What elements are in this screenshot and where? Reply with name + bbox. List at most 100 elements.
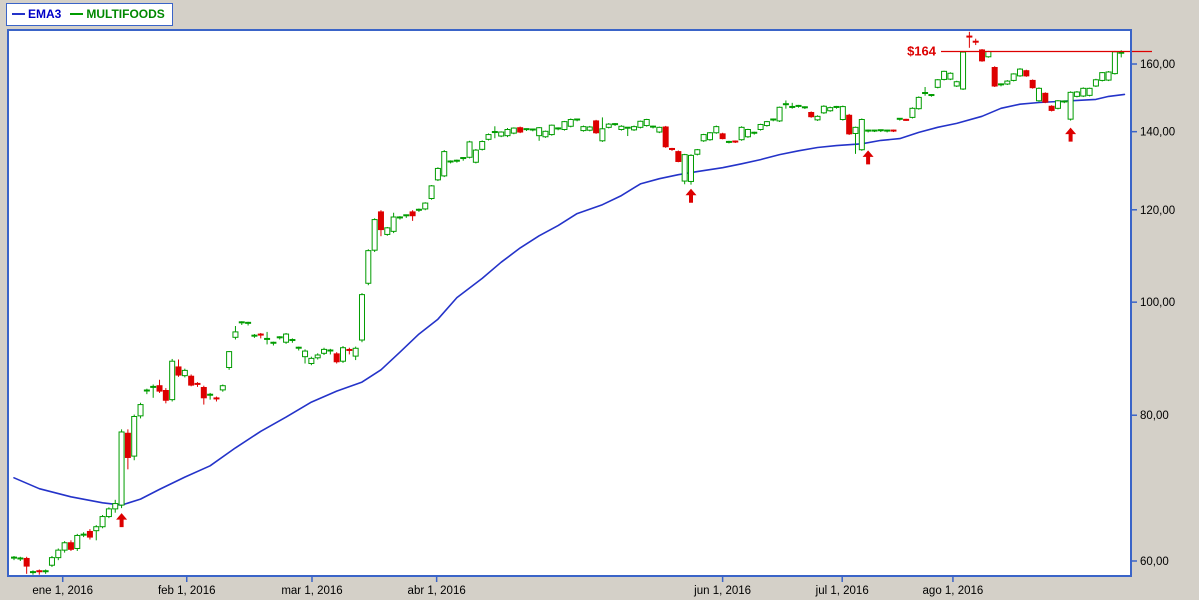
candle-73 <box>472 148 479 164</box>
candlestick-series <box>11 31 1125 575</box>
candle-body <box>618 125 625 131</box>
candle-56 <box>365 249 372 286</box>
candle-132 <box>846 113 853 135</box>
candle-body <box>358 294 365 341</box>
candle-59 <box>384 226 391 236</box>
candle-26 <box>175 359 182 377</box>
candle-169 <box>1080 87 1087 98</box>
candle-body <box>86 530 93 538</box>
candle-84 <box>542 130 549 138</box>
candle-115 <box>738 126 745 141</box>
candle-137 <box>877 129 884 133</box>
candle-143 <box>915 96 922 110</box>
candle-82 <box>529 128 536 132</box>
x-axis-label: jul 1, 2016 <box>815 585 869 597</box>
candle-7 <box>55 548 62 561</box>
candle-doji-dash <box>396 216 403 219</box>
candle-156 <box>998 83 1005 87</box>
candle-141 <box>903 118 910 121</box>
candle-50 <box>327 348 334 355</box>
candle-171 <box>1092 78 1099 88</box>
candle-doji-dash <box>460 157 467 160</box>
candle-163 <box>1042 92 1049 104</box>
legend-item-ema3[interactable]: EMA3 <box>12 7 61 21</box>
candle-112 <box>719 132 726 140</box>
candle-142 <box>909 107 916 119</box>
candle-doji-dash <box>782 103 789 106</box>
candle-doji-dash <box>801 106 808 109</box>
candle-77 <box>498 131 505 138</box>
candle-55 <box>358 293 365 343</box>
candle-161 <box>1029 79 1036 89</box>
candle-37 <box>245 321 252 326</box>
candle-67 <box>434 167 441 182</box>
candle-body <box>643 119 650 127</box>
candle-90 <box>580 125 587 132</box>
candle-body <box>48 557 55 566</box>
candle-22 <box>150 384 157 398</box>
candle-31 <box>207 392 214 400</box>
candle-107 <box>687 154 694 185</box>
candle-doji-dash <box>11 556 17 559</box>
candle-173 <box>1105 71 1112 82</box>
candle-body <box>219 385 226 391</box>
candle-body <box>656 126 663 133</box>
candle-doji-dash <box>650 125 657 128</box>
candle-body <box>112 503 119 510</box>
candle-body <box>776 106 783 122</box>
candle-91 <box>586 125 593 132</box>
buy-signal-arrow <box>685 188 697 203</box>
candle-body <box>377 211 384 231</box>
candle-doji-dash <box>346 348 353 351</box>
x-axis: ene 1, 2016 feb 1, 2016 mar 1, 2016 abr 1, … <box>32 576 983 597</box>
candle-body <box>308 357 315 364</box>
candle-95 <box>612 123 619 126</box>
candle-14 <box>99 515 106 529</box>
candle-body <box>662 126 669 148</box>
candle-135 <box>865 129 872 133</box>
y-axis-label: 100,00 <box>1140 297 1175 309</box>
candle-doji-dash <box>143 389 150 392</box>
candle-doji-dash <box>29 571 36 574</box>
candle-68 <box>441 150 448 178</box>
candle-body <box>960 51 967 90</box>
candle-body <box>934 79 941 88</box>
candle-138 <box>884 129 891 133</box>
candle-body <box>605 123 612 128</box>
candle-61 <box>396 216 403 220</box>
candle-body <box>1073 91 1080 97</box>
candle-doji-dash <box>36 570 43 573</box>
candle-164 <box>1048 105 1055 112</box>
candle-51 <box>333 352 340 364</box>
candle-17 <box>118 429 125 509</box>
candle-8 <box>61 541 68 553</box>
candle-102 <box>656 126 663 134</box>
candle-120 <box>770 118 777 122</box>
candle-body <box>321 348 328 354</box>
candle-body <box>1023 70 1030 77</box>
candle-body <box>1010 73 1017 81</box>
candle-body <box>200 386 207 399</box>
candle-body <box>1092 79 1099 87</box>
candle-body <box>124 432 131 458</box>
candle-body <box>1054 100 1061 109</box>
candle-doji-dash <box>890 129 897 132</box>
candle-doji-dash <box>751 131 758 134</box>
candle-110 <box>706 132 713 141</box>
candle-doji-dash <box>966 35 973 38</box>
candle-92 <box>593 119 600 134</box>
candle-body <box>567 119 574 127</box>
candle-41 <box>270 341 277 346</box>
candle-74 <box>479 140 486 151</box>
candle-40 <box>264 331 271 345</box>
candle-159 <box>1016 68 1023 77</box>
candle-body <box>302 350 309 358</box>
candle-116 <box>744 128 751 138</box>
candle-body <box>181 369 188 377</box>
candle-134 <box>858 118 865 151</box>
candle-body <box>763 121 770 127</box>
candle-doji-dash <box>207 393 214 396</box>
legend-item-multifoods[interactable]: MULTIFOODS <box>70 7 165 21</box>
